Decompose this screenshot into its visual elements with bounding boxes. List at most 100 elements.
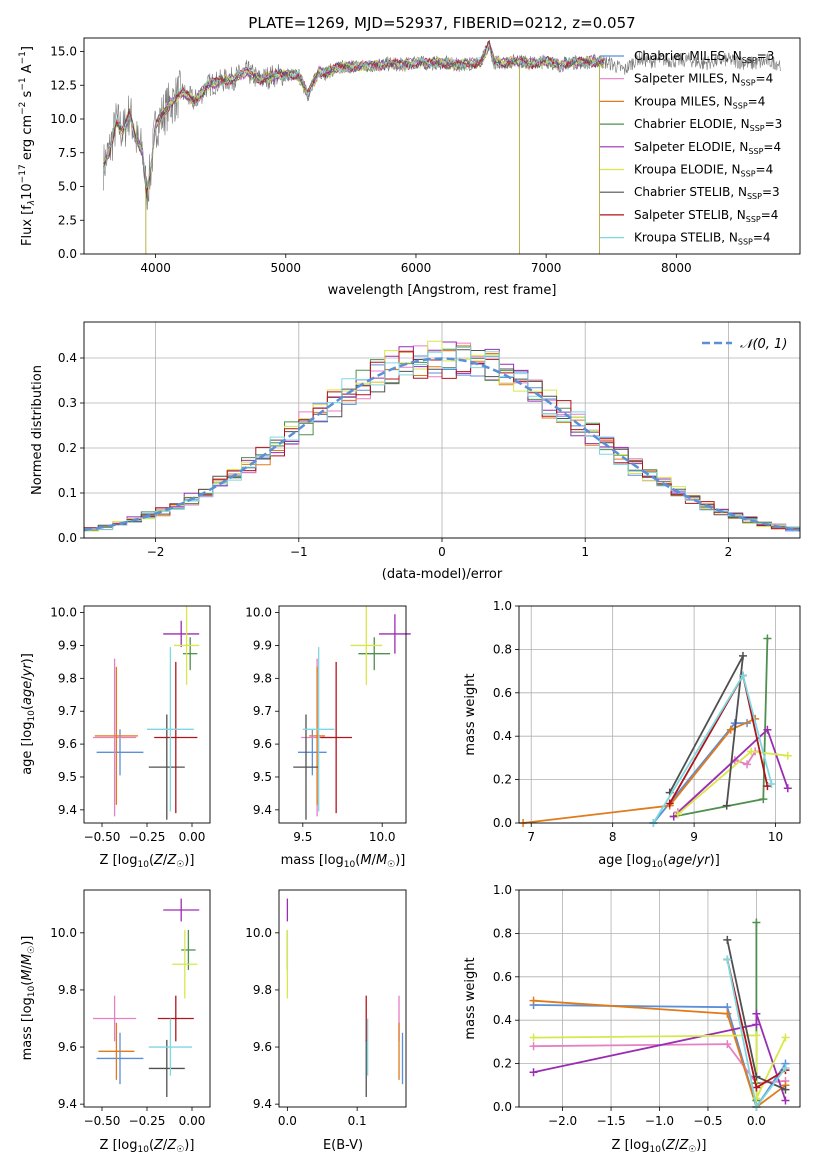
y-tick-label: 9.6 <box>253 737 272 751</box>
legend-text: =4 <box>761 208 779 222</box>
histogram-step <box>84 346 800 531</box>
histogram-step <box>84 350 800 530</box>
y-tick-label: 0.4 <box>58 351 77 365</box>
axes-weight_vs_Z: −2.0 −1.5 −1.0 −0.5 0.0 0.0 0.2 0.4 0.6 0.8 1.0 <box>493 883 800 1128</box>
axes-residuals: −2 −1 0 1 2 0.0 0.1 0.2 0.3 0.4 <box>58 322 800 559</box>
legend-sub: SSP <box>748 147 763 156</box>
y-tick-label: 1.0 <box>493 883 512 897</box>
weight-marker <box>781 1085 790 1094</box>
weight-marker <box>529 996 538 1005</box>
y-tick-label: 9.8 <box>253 983 272 997</box>
y-tick-label: 5.0 <box>58 180 77 194</box>
x-tick-label: −2 <box>147 545 165 559</box>
mass_vs_Z-frame <box>83 889 211 1108</box>
legend-sub: SSP <box>741 79 756 88</box>
x-axis-label: age [log10(age/yr)] <box>598 853 720 870</box>
x-tick-label: 0.0 <box>747 1114 766 1128</box>
legend-entry: Chabrier MILES, NSSP=3 <box>634 49 774 65</box>
legend-text: Chabrier MILES, N <box>634 49 742 63</box>
x-tick-label: 1 <box>581 545 589 559</box>
weight-line <box>533 1013 787 1101</box>
model-spectrum <box>103 43 605 189</box>
weight-marker <box>738 651 747 660</box>
legend-entry: Chabrier STELIB, NSSP=3 <box>634 185 780 201</box>
weight-marker <box>763 725 772 734</box>
age_vs_mass-frame <box>278 605 407 824</box>
x-tick-label: 8000 <box>661 261 692 275</box>
x-axis-label: mass [log10(M/M☉)] <box>281 853 406 870</box>
weight-marker <box>726 725 735 734</box>
model-spectrum <box>103 41 605 193</box>
x-tick-label: 5000 <box>271 261 302 275</box>
x-tick-label: 0.1 <box>348 1114 367 1128</box>
weight-line <box>522 717 756 824</box>
weight-marker <box>781 1063 790 1072</box>
y-tick-label: 0.8 <box>493 642 512 656</box>
weight-marker <box>743 760 752 769</box>
legend-text: Salpeter STELIB, N <box>634 208 746 222</box>
y-axis-label: mass weight <box>463 673 478 755</box>
axes-weight_vs_age: 7 8 9 10 0.0 0.2 0.4 0.6 0.8 1.0 <box>493 599 800 844</box>
y-tick-label: 9.8 <box>58 983 77 997</box>
y-axis-label: mass weight <box>463 957 478 1039</box>
axes-mass_vs_ebv: 0.0 0.1 9.4 9.6 9.8 10.0 <box>245 898 404 1128</box>
legend-entry: Salpeter STELIB, NSSP=4 <box>634 208 778 224</box>
y-axis-label: mass [log10(M/M☉)] <box>20 936 37 1061</box>
weight-line <box>533 999 787 1109</box>
chart-title: PLATE=1269, MJD=52937, FIBERID=0212, z=0… <box>248 14 635 32</box>
y-tick-label: 9.4 <box>253 803 272 817</box>
x-tick-label: 0.00 <box>179 830 206 844</box>
weight_vs_age-frame <box>518 605 801 824</box>
weight-marker <box>665 799 674 808</box>
weight-marker <box>763 634 772 643</box>
x-tick-label: 0 <box>438 545 446 559</box>
x-tick-label: 9.5 <box>293 830 312 844</box>
legend-text: Kroupa ELODIE, N <box>634 163 741 177</box>
legend-text: Kroupa MILES, N <box>634 94 733 108</box>
normal-curve <box>83 357 801 532</box>
weight-marker <box>529 1033 538 1042</box>
y-tick-label: 7.5 <box>58 146 77 160</box>
y-tick-label: 0.0 <box>58 247 77 261</box>
legend-sub: SSP <box>750 124 765 133</box>
x-tick-label: −2.0 <box>548 1114 577 1128</box>
axes-age_vs_mass: 9.5 10.0 9.4 9.5 9.6 9.7 9.8 9.9 10.0 <box>245 606 411 844</box>
age_vs_Z-frame <box>83 605 211 824</box>
axes-age_vs_Z: −0.50 −0.25 0.00 9.4 9.5 9.6 9.7 9.8 9.9 10.0 <box>50 606 205 844</box>
y-tick-label: 0.3 <box>58 396 77 410</box>
weight-marker <box>752 918 761 927</box>
x-tick-label: 10 <box>768 830 783 844</box>
weight-marker <box>529 1042 538 1051</box>
weight-marker <box>723 1009 732 1018</box>
x-tick-label: −0.5 <box>693 1114 722 1128</box>
legend-text: Salpeter ELODIE, N <box>634 140 748 154</box>
legend-sub: SSP <box>747 192 762 201</box>
y-axis-label: age [log10(age/yr)] <box>20 653 37 775</box>
y-tick-label: 9.4 <box>58 803 77 817</box>
y-axis-label: Normed distribution <box>30 365 45 495</box>
legend-text: Kroupa STELIB, N <box>634 231 738 245</box>
weight-marker <box>752 1020 761 1029</box>
legend-text: =4 <box>753 231 771 245</box>
x-axis-label: E(B-V) <box>323 1138 363 1153</box>
x-tick-label: 7000 <box>531 261 562 275</box>
weight-line <box>533 1034 787 1099</box>
spectrum-frame <box>83 37 801 255</box>
y-tick-label: 10.0 <box>245 926 272 940</box>
legend-entry: Kroupa MILES, NSSP=4 <box>634 94 765 110</box>
legend-entry: Kroupa STELIB, NSSP=4 <box>634 231 771 247</box>
y-tick-label: 10.0 <box>50 112 77 126</box>
mass_vs_ebv-frame <box>278 889 407 1108</box>
y-tick-label: 0.4 <box>493 1013 512 1027</box>
weight-line <box>652 722 748 824</box>
y-tick-label: 9.9 <box>253 638 272 652</box>
y-tick-label: 0.6 <box>493 686 512 700</box>
y-tick-label: 9.9 <box>58 638 77 652</box>
legend-entry: Kroupa ELODIE, NSSP=4 <box>634 163 773 179</box>
axes-spectrum: 4000 5000 6000 7000 8000 0.0 2.5 5.0 7.5 10.0 12.5… <box>50 45 691 276</box>
x-axis-label: wavelength [Angstrom, rest frame] <box>328 283 557 298</box>
weight-marker <box>752 1031 761 1040</box>
y-axis-label: Flux [fλ10−17 erg cm−2 s−1 A−1] <box>18 46 37 246</box>
